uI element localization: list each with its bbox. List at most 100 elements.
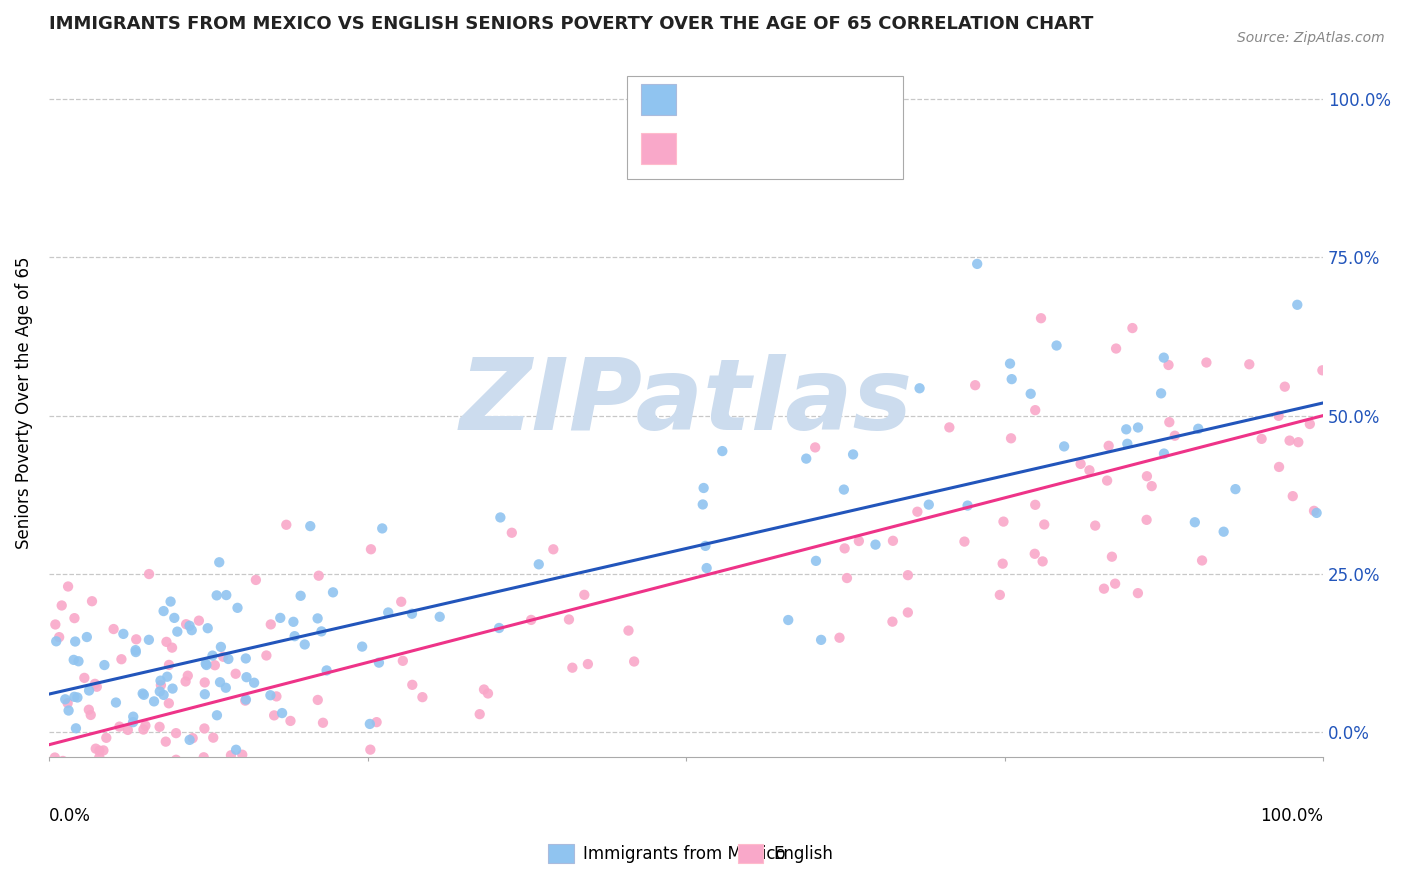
Point <box>308 568 330 582</box>
Point <box>149 673 172 688</box>
Point <box>998 357 1021 371</box>
Point <box>51 599 73 613</box>
Point <box>259 688 281 702</box>
Point <box>157 696 180 710</box>
Point <box>108 720 131 734</box>
Point <box>117 723 139 737</box>
Point <box>159 594 181 608</box>
Point <box>58 704 80 718</box>
Point <box>187 794 209 808</box>
Text: Immigrants from Mexico: Immigrants from Mexico <box>583 845 786 863</box>
Point <box>76 630 98 644</box>
Point <box>156 670 179 684</box>
Point <box>125 756 148 771</box>
Point <box>231 747 253 762</box>
Point <box>152 604 174 618</box>
Point <box>574 588 596 602</box>
Point <box>63 690 86 704</box>
Point <box>89 750 111 764</box>
Point <box>110 652 132 666</box>
Point <box>953 534 976 549</box>
Point <box>225 666 247 681</box>
Text: ZIPatlas: ZIPatlas <box>460 354 912 451</box>
Point <box>152 688 174 702</box>
Point <box>1184 515 1206 529</box>
Point <box>174 617 197 632</box>
Point <box>240 756 263 770</box>
Point <box>94 786 117 800</box>
Point <box>311 624 333 639</box>
Point <box>125 632 148 647</box>
Point <box>112 627 135 641</box>
Point <box>245 573 267 587</box>
Point <box>201 648 224 663</box>
Point <box>1286 435 1309 450</box>
Point <box>359 742 381 756</box>
Point <box>1136 513 1159 527</box>
Point <box>215 681 238 695</box>
Point <box>1024 498 1046 512</box>
Point <box>938 420 960 434</box>
Point <box>1274 379 1296 393</box>
Point <box>392 654 415 668</box>
Point <box>315 664 337 678</box>
Point <box>312 715 335 730</box>
Point <box>991 557 1014 571</box>
Point <box>520 613 543 627</box>
Point <box>165 753 187 767</box>
Point <box>1092 582 1115 596</box>
Point <box>897 606 920 620</box>
Point <box>271 706 294 720</box>
Point <box>209 640 232 654</box>
Point <box>280 714 302 728</box>
Point <box>1239 357 1261 371</box>
Point <box>882 615 904 629</box>
Point <box>73 671 96 685</box>
Point <box>1121 321 1143 335</box>
Point <box>149 720 172 734</box>
Point <box>810 632 832 647</box>
Text: English: English <box>773 845 834 863</box>
Point <box>52 754 75 768</box>
Point <box>1053 439 1076 453</box>
Point <box>1078 463 1101 477</box>
Point <box>276 517 298 532</box>
Point <box>62 653 84 667</box>
Point <box>1191 553 1213 567</box>
Point <box>162 681 184 696</box>
Point <box>63 634 86 648</box>
Point <box>1303 504 1326 518</box>
Point <box>344 774 367 789</box>
Point <box>143 694 166 708</box>
Point <box>1001 372 1024 386</box>
Point <box>352 640 374 654</box>
Point <box>118 788 141 802</box>
Point <box>489 510 512 524</box>
Point <box>1033 517 1056 532</box>
Point <box>77 703 100 717</box>
Point <box>1024 403 1046 417</box>
Point <box>1153 446 1175 460</box>
Point <box>377 606 399 620</box>
Point <box>125 645 148 659</box>
Point <box>1157 358 1180 372</box>
Point <box>1104 576 1126 591</box>
Point <box>193 722 215 736</box>
Point <box>401 678 423 692</box>
Point <box>1150 386 1173 401</box>
Point <box>194 657 217 671</box>
Point <box>1225 482 1247 496</box>
Point <box>195 658 218 673</box>
Point <box>269 611 291 625</box>
Point <box>401 607 423 621</box>
Point <box>835 571 858 585</box>
Point <box>66 690 89 705</box>
Point <box>179 732 201 747</box>
Point <box>1195 355 1218 369</box>
Point <box>226 600 249 615</box>
Point <box>107 794 129 808</box>
Point <box>322 585 344 599</box>
Point <box>215 588 238 602</box>
Point <box>695 539 717 553</box>
Point <box>1281 489 1303 503</box>
